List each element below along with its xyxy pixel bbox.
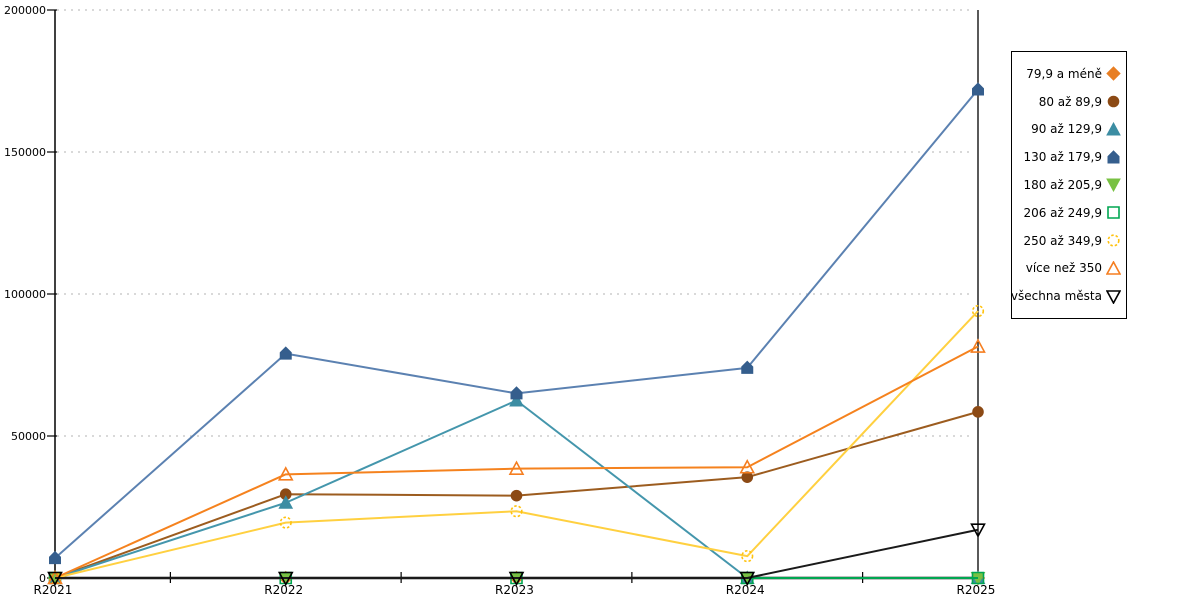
series-line-3	[54, 399, 978, 579]
pentagon-marker	[741, 360, 754, 374]
y-axis-label: 50000	[11, 430, 46, 443]
circle-dashed-marker	[279, 516, 292, 529]
legend-item: více než 350	[1016, 260, 1121, 276]
y-axis-label: 200000	[4, 4, 46, 17]
triangle-down-marker	[508, 571, 525, 587]
series-line-4	[54, 88, 979, 559]
triangle-up-marker	[509, 392, 524, 407]
legend-item: 180 až 205,9	[1016, 177, 1121, 193]
diamond-legend-icon	[1106, 66, 1121, 82]
legend-label: 206 až 249,9	[1023, 205, 1102, 220]
circle-dashed-marker	[1107, 234, 1120, 247]
legend: 79,9 a méně 80 až 89,9 90 až 129,9 130 až 1…	[1011, 51, 1127, 319]
diamond-marker	[1106, 66, 1121, 82]
circle-dashed-marker	[510, 505, 523, 518]
triangle-up-legend-icon	[1106, 121, 1121, 136]
triangle-down-legend-icon	[1106, 289, 1121, 304]
triangle-up-marker	[508, 460, 525, 475]
x-axis-label: R2021	[33, 583, 73, 597]
triangle-down-marker	[277, 571, 294, 587]
x-axis-label: R2023	[495, 583, 534, 597]
triangle-up-marker	[970, 338, 986, 353]
circle-dashed-marker	[971, 304, 985, 318]
triangle-up-marker	[1106, 260, 1121, 275]
legend-label: 180 až 205,9	[1023, 177, 1102, 192]
triangle-down-marker	[970, 523, 986, 538]
square-marker	[1107, 206, 1120, 220]
legend-label: 79,9 a méně	[1026, 66, 1102, 81]
pentagon-marker	[972, 82, 984, 96]
pentagon-marker	[510, 386, 523, 400]
legend-item: 90 až 129,9	[1016, 121, 1121, 137]
legend-label: 250 až 349,9	[1023, 233, 1102, 248]
circle-marker	[510, 489, 523, 502]
triangle-down-marker	[1106, 178, 1121, 193]
triangle-down-marker	[1106, 289, 1121, 304]
triangle-up-marker	[278, 495, 294, 509]
x-axis-label: R2022	[264, 583, 304, 597]
legend-item: 79,9 a méně	[1016, 66, 1121, 82]
triangle-up-marker	[1106, 121, 1121, 136]
circle-marker	[1107, 95, 1120, 108]
pentagon-legend-icon	[1107, 149, 1120, 164]
legend-label: všechna města	[1010, 289, 1102, 304]
legend-label: 90 až 129,9	[1031, 122, 1102, 137]
triangle-up-marker	[277, 466, 294, 481]
x-axis-label: R2025	[956, 583, 996, 597]
triangle-down-marker	[739, 571, 756, 587]
series-line-9	[55, 528, 979, 579]
x-axis-label: R2024	[725, 583, 765, 597]
legend-item: 206 až 249,9	[1016, 205, 1121, 221]
square-legend-icon	[1107, 206, 1120, 220]
legend-item: 250 až 349,9	[1016, 233, 1121, 249]
triangle-down-marker	[47, 571, 63, 587]
y-axis-label: 0	[39, 572, 46, 585]
legend-label: 130 až 179,9	[1023, 150, 1102, 165]
circle-marker	[972, 406, 984, 418]
legend-item: všechna města	[1011, 288, 1121, 304]
circle-dashed-marker	[741, 550, 754, 563]
series-line-7	[54, 310, 979, 579]
y-axis-label: 100000	[4, 288, 46, 301]
legend-item: 130 až 179,9	[1016, 149, 1121, 165]
legend-item: 80 až 89,9	[1016, 94, 1121, 110]
triangle-up-legend-icon	[1106, 260, 1121, 275]
y-axis-label: 150000	[4, 146, 46, 159]
legend-label: více než 350	[1025, 261, 1102, 276]
triangle-down-legend-icon	[1106, 178, 1121, 193]
pentagon-marker	[1107, 149, 1120, 164]
circle-marker	[741, 471, 754, 483]
legend-label: 80 až 89,9	[1038, 94, 1102, 109]
circle-legend-icon	[1107, 95, 1120, 108]
square-marker	[971, 571, 985, 585]
pentagon-marker	[279, 346, 292, 360]
series-line-8	[54, 345, 979, 579]
pentagon-marker	[49, 550, 61, 565]
circle-dashed-legend-icon	[1107, 234, 1120, 247]
triangle-up-marker	[739, 459, 756, 474]
